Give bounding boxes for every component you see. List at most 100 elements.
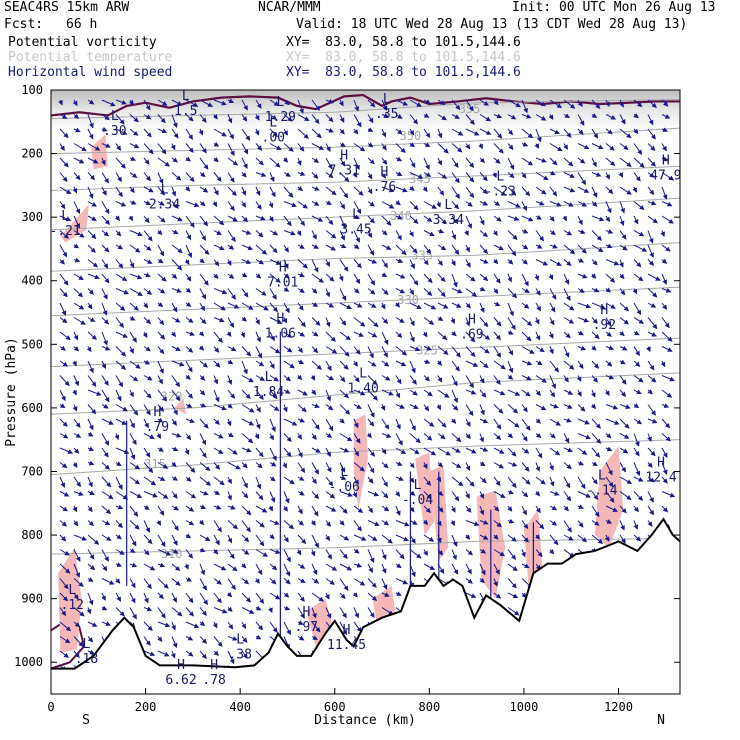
wind-vector <box>101 127 108 132</box>
wind-vector <box>591 360 600 369</box>
wind-vector <box>521 244 529 250</box>
wind-vector <box>633 317 645 324</box>
wind-vector <box>521 534 529 543</box>
wind-vector <box>129 128 139 136</box>
wind-vector <box>115 476 123 490</box>
wind-vector <box>241 128 251 141</box>
wind-vector <box>521 346 535 354</box>
theta-contour-340 <box>51 197 680 231</box>
wind-vector <box>283 491 290 504</box>
wind-vector <box>171 520 179 531</box>
wind-vector <box>423 345 432 351</box>
wind-vector <box>311 635 318 641</box>
wind-vector <box>423 433 433 441</box>
wind-vector <box>184 447 190 456</box>
wind-vector <box>549 403 559 409</box>
wind-vector <box>311 172 319 180</box>
wind-vector <box>451 360 460 372</box>
wind-vector <box>605 273 616 283</box>
wind-vector <box>72 404 78 412</box>
wind-vector <box>143 114 152 120</box>
wind-vector <box>325 534 331 542</box>
wind-vector <box>465 578 473 584</box>
wind-vector <box>479 273 489 282</box>
wind-vector <box>507 330 514 335</box>
wind-vector <box>185 114 194 122</box>
wind-vector <box>535 389 541 397</box>
wind-vector <box>171 302 178 313</box>
wind-vector <box>101 345 111 351</box>
wind-vector <box>212 621 218 629</box>
wind-vector <box>143 99 151 111</box>
wind-vector <box>255 172 267 177</box>
wind-vector <box>661 331 673 342</box>
wind-vector <box>311 244 319 249</box>
wind-vector <box>367 186 373 195</box>
wind-vector <box>185 650 194 657</box>
wind-vector <box>101 418 114 425</box>
wind-vector <box>507 534 517 542</box>
wind-vector <box>619 201 626 214</box>
wind-vector <box>493 447 505 454</box>
wind-vector <box>605 186 614 194</box>
extremum-value: -.04 <box>402 493 433 508</box>
wind-vector <box>283 230 296 236</box>
wind-vector <box>143 288 153 295</box>
wind-vector <box>283 621 291 636</box>
wind-vector <box>437 186 445 196</box>
wind-vector <box>339 157 346 167</box>
wind-vector <box>577 330 584 336</box>
wind-vector <box>241 302 254 310</box>
wind-vector <box>549 375 557 390</box>
wind-vector <box>493 301 501 307</box>
wind-vector <box>409 215 419 224</box>
wind-vector <box>115 273 128 282</box>
wind-vector <box>423 273 433 284</box>
wind-vector <box>87 215 97 221</box>
wind-vector <box>171 563 181 572</box>
wind-vector <box>647 230 654 244</box>
wind-vector <box>171 273 178 279</box>
wind-vector <box>325 418 334 432</box>
wind-vector <box>437 259 443 266</box>
wind-vector <box>339 186 349 199</box>
wind-vector <box>451 389 458 404</box>
wind-vector <box>255 215 266 221</box>
wind-vector <box>58 99 63 106</box>
wind-vector <box>507 374 514 380</box>
wind-vector <box>311 143 325 150</box>
wind-vector <box>577 317 590 323</box>
wind-vector <box>59 433 69 439</box>
extremum-value: 12.4 <box>645 471 676 486</box>
wind-vector <box>577 157 586 164</box>
wind-vector <box>269 244 278 254</box>
wind-vector <box>647 331 657 337</box>
wind-vector <box>381 215 392 226</box>
wind-vector <box>157 446 164 452</box>
wind-vector <box>311 534 319 549</box>
wind-vector <box>577 534 588 543</box>
wind-vector <box>171 389 181 402</box>
wind-vector <box>367 520 380 527</box>
theta-label-315: 315 <box>144 457 166 471</box>
wind-vector <box>395 389 401 399</box>
wind-vector <box>339 288 347 302</box>
wind-vector <box>619 520 625 531</box>
wind-vector <box>87 418 94 431</box>
wind-vector <box>73 113 80 119</box>
wind-vector <box>479 128 492 135</box>
wind-vector <box>437 157 442 166</box>
wind-vector <box>367 607 375 619</box>
wind-vector <box>311 447 321 453</box>
wind-vector <box>395 491 401 497</box>
wind-vector <box>535 549 543 558</box>
wind-vector <box>227 432 234 438</box>
wind-vector <box>451 549 457 561</box>
wind-vector <box>353 331 364 337</box>
wind-vector <box>269 404 280 411</box>
wind-vector <box>311 302 319 307</box>
wind-vector <box>283 259 289 269</box>
wind-vector <box>255 605 262 611</box>
wind-vector <box>507 360 514 374</box>
wind-vector <box>185 287 192 293</box>
